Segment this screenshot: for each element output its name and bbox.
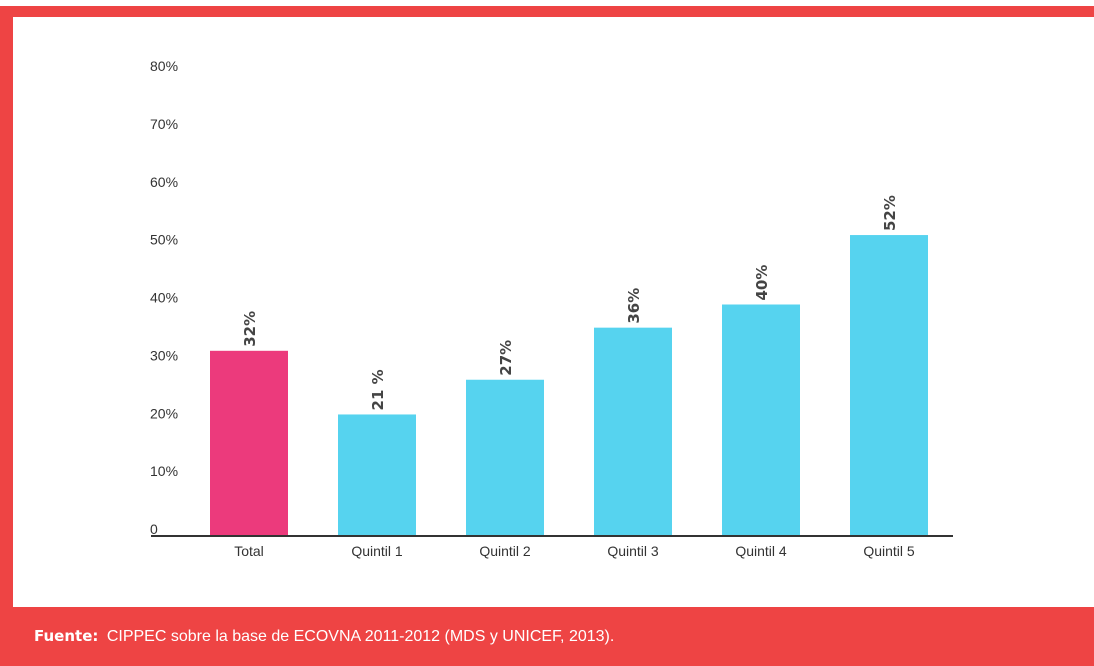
y-tick-label: 40% <box>150 290 178 306</box>
data-label: 40% <box>753 265 771 301</box>
y-tick-label: 10% <box>150 463 178 479</box>
y-tick-label: 30% <box>150 347 178 363</box>
source-label: Fuente: <box>34 627 99 645</box>
bar-quintil-5 <box>850 235 928 537</box>
y-tick-label: 80% <box>150 58 178 74</box>
x-category-label: Quintil 1 <box>351 543 403 559</box>
x-axis-categories: Total Quintil 1 Quintil 2 Quintil 3 Quintil … <box>234 543 915 559</box>
y-tick-label: 0 <box>150 521 158 537</box>
x-category-label: Total <box>234 543 264 559</box>
x-category-label: Quintil 4 <box>735 543 787 559</box>
bars <box>210 235 928 537</box>
x-category-label: Quintil 3 <box>607 543 659 559</box>
chart-panel: 0 10% 20% 30% 40% 50% 60% 70% 80% 32% 21 % 27% 36% 4… <box>13 17 1094 607</box>
y-tick-label: 50% <box>150 232 178 248</box>
x-category-label: Quintil 5 <box>863 543 915 559</box>
bar-quintil-3 <box>594 327 672 536</box>
x-category-label: Quintil 2 <box>479 543 531 559</box>
source-note: Fuente: CIPPEC sobre la base de ECOVNA 2… <box>34 627 614 646</box>
y-axis-ticks: 0 10% 20% 30% 40% 50% 60% 70% 80% <box>150 58 178 537</box>
clipped-title-strip <box>0 0 1094 6</box>
data-label: 32% <box>241 311 259 347</box>
data-labels: 32% 21 % 27% 36% 40% 52% <box>241 195 899 410</box>
data-label: 27% <box>497 340 515 376</box>
bar-quintil-4 <box>722 304 800 536</box>
bar-quintil-2 <box>466 379 544 536</box>
bar-chart: 0 10% 20% 30% 40% 50% 60% 70% 80% 32% 21 % 27% 36% 4… <box>150 58 953 559</box>
source-bar: Fuente: CIPPEC sobre la base de ECOVNA 2… <box>0 607 1094 666</box>
bar-total <box>210 350 288 536</box>
data-label: 52% <box>881 195 899 231</box>
y-tick-label: 20% <box>150 405 178 421</box>
bar-quintil-1 <box>338 414 416 536</box>
y-tick-label: 60% <box>150 174 178 190</box>
y-tick-label: 70% <box>150 116 178 132</box>
source-citation: CIPPEC sobre la base de ECOVNA 2011-2012… <box>106 628 615 645</box>
data-label: 21 % <box>369 369 387 410</box>
data-label: 36% <box>625 288 643 324</box>
